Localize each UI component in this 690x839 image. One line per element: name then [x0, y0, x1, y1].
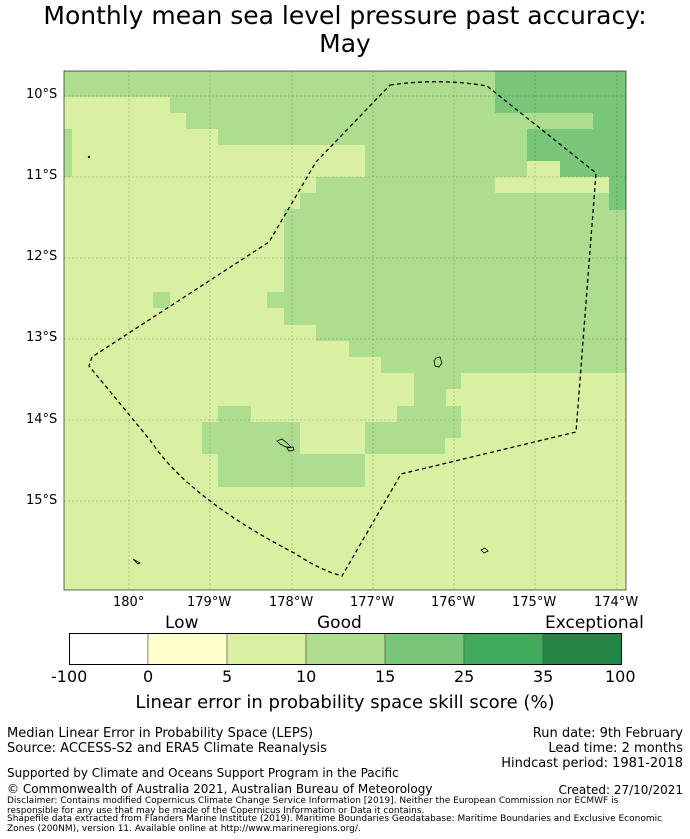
island-outline [132, 558, 141, 565]
eez-boundary [88, 81, 597, 577]
lon-label: 175°W [512, 595, 557, 610]
footer-lead-time: Lead time: 2 months [548, 741, 683, 756]
footer-created: Created: 27/10/2021 [558, 783, 683, 797]
lon-label: 177°W [350, 595, 395, 610]
island-outline [433, 356, 443, 368]
colorbar-bin [384, 633, 465, 665]
island-outline [87, 155, 91, 159]
title-line-2: May [319, 29, 371, 58]
colorbar-category-good: Good [317, 613, 362, 633]
colorbar-tick: 25 [454, 667, 475, 686]
lon-label: 176°W [431, 595, 476, 610]
title-line-1: Monthly mean sea level pressure past acc… [43, 1, 647, 30]
lon-label: 180° [113, 595, 145, 610]
skill-region-very-good [495, 71, 626, 210]
colorbar-tick: 5 [222, 667, 233, 686]
gridlines [64, 71, 626, 590]
lat-label: 14°S [26, 412, 58, 427]
colorbar-bin [147, 633, 228, 665]
skill-map [63, 70, 627, 591]
colorbar-tick: 0 [143, 667, 154, 686]
lat-label: 15°S [26, 493, 58, 508]
colorbar-bin [305, 633, 386, 665]
island-outline [286, 446, 295, 452]
colorbar-tick: 10 [296, 667, 317, 686]
map-frame [63, 70, 627, 591]
colorbar-category-low: Low [165, 613, 199, 633]
island-outline [480, 547, 489, 554]
colorbar-bin [542, 633, 622, 665]
colorbar [69, 633, 622, 665]
footer-copyright: © Commonwealth of Australia 2021, Austra… [7, 782, 433, 796]
footer-hindcast-period: Hindcast period: 1981-2018 [501, 756, 683, 771]
lon-label: 174°W [594, 595, 639, 610]
colorbar-bin [226, 633, 307, 665]
footer-run-date: Run date: 9th February [532, 726, 683, 741]
lat-label: 10°S [26, 87, 58, 102]
footer-shapefile-credit: Shapefile data extracted from Flanders M… [7, 814, 663, 834]
colorbar-tick: 15 [375, 667, 396, 686]
colorbar-bin [463, 633, 544, 665]
colorbar-label: Linear error in probability space skill … [135, 692, 555, 713]
colorbar-category-exceptional: Exceptional [545, 613, 644, 633]
footer-source: Source: ACCESS-S2 and ERA5 Climate Reana… [7, 741, 327, 756]
footer-method: Median Linear Error in Probability Space… [7, 726, 314, 741]
lat-label: 11°S [26, 168, 58, 183]
islands [87, 155, 489, 565]
colorbar-frame [69, 633, 622, 665]
colorbar-tick: 100 [605, 667, 636, 686]
colorbar-tick: 35 [533, 667, 554, 686]
lat-label: 13°S [26, 330, 58, 345]
footer-disclaimer: Disclaimer: Contains modified Copernicus… [7, 796, 619, 816]
skill-region-good [64, 71, 626, 487]
lat-label: 12°S [26, 249, 58, 264]
lon-label: 179°W [187, 595, 232, 610]
lon-label: 178°W [269, 595, 314, 610]
colorbar-bin [69, 633, 149, 665]
footer-support: Supported by Climate and Oceans Support … [7, 766, 399, 780]
colorbar-tick: -100 [51, 667, 88, 686]
chart-title: Monthly mean sea level pressure past acc… [0, 2, 690, 58]
